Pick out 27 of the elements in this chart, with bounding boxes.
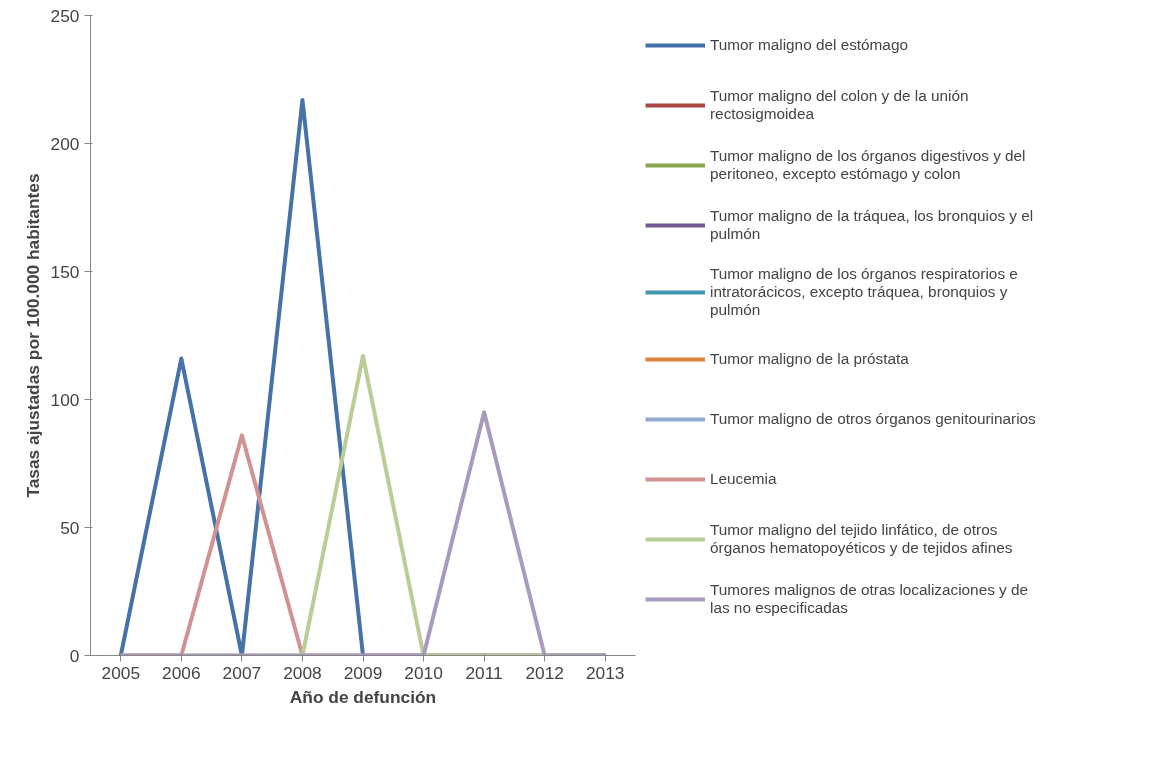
legend-label: Tumor maligno de los órganos respiratorios e intratorácicos, excepto tráquea, bronquios y pulmón	[710, 265, 1018, 319]
x-tick-label: 2013	[585, 662, 625, 683]
y-tick-label: 0	[69, 645, 80, 666]
x-tick-label: 2006	[162, 662, 201, 683]
legend-label: Tumor maligno del estómago	[710, 35, 908, 55]
y-tick-label: 100	[50, 389, 80, 410]
legend-label: Tumor maligno de los órganos digestivos y del peritoneo, excepto estómago y colon	[710, 146, 1026, 184]
x-tick-label: 2012	[525, 662, 564, 683]
legend-label: Leucemia	[710, 469, 777, 489]
y-tick-label: 200	[50, 133, 80, 154]
x-tick-label: 2007	[222, 662, 262, 683]
x-tick-label: 2008	[283, 662, 322, 683]
legend-label: Tumor maligno de la tráquea, los bronquios y el pulmón	[710, 206, 1034, 244]
x-axis-title: Año de defunción	[289, 686, 437, 707]
legend-label: Tumor maligno del colon y de la unión rectosigmoidea	[710, 86, 969, 124]
x-tick-label: 2009	[343, 662, 383, 683]
legend-label: Tumor maligno de la próstata	[710, 349, 909, 369]
legend-label: Tumor maligno de otros órganos genitourinarios	[710, 409, 1036, 429]
x-tick-label: 2011	[465, 662, 503, 683]
x-tick-label: 2005	[101, 662, 141, 683]
legend-label: Tumor maligno del tejido linfático, de otros órganos hematopoyéticos y de tejidos afines	[710, 520, 1013, 558]
y-tick-label: 50	[60, 517, 80, 538]
legend-label: Tumores malignos de otras localizaciones y de las no especificadas	[710, 580, 1029, 618]
y-axis-title: Tasas ajustadas por 100.000 habitantes	[22, 173, 43, 498]
x-tick-label: 2010	[404, 662, 443, 683]
y-tick-label: 150	[50, 261, 80, 282]
y-tick-label: 250	[50, 5, 80, 26]
